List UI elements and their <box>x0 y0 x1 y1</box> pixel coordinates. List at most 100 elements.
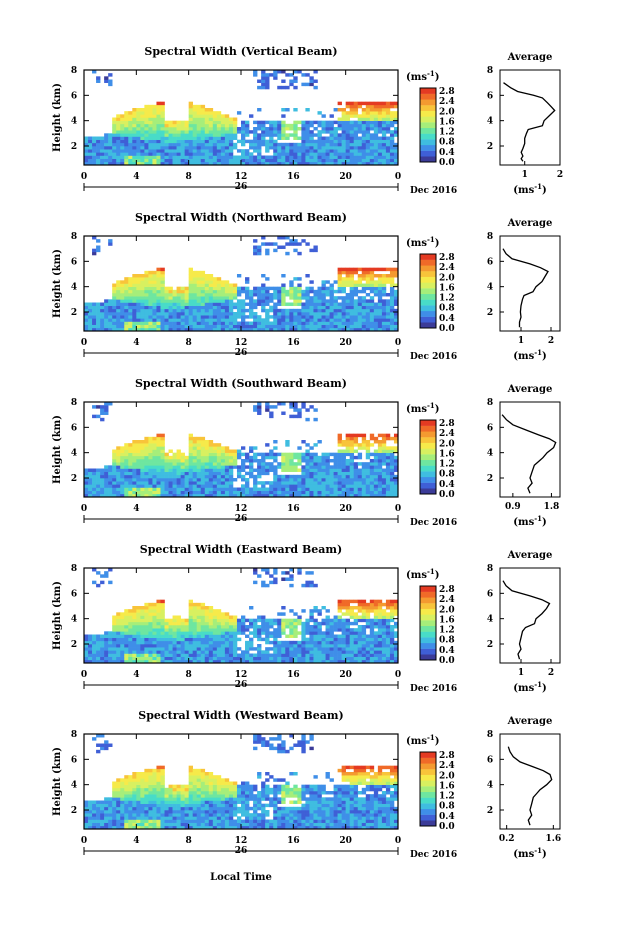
heatmap-cell <box>389 146 395 150</box>
heatmap-cell <box>241 659 246 664</box>
heatmap-cell <box>305 465 310 469</box>
heatmap-cell <box>152 274 157 278</box>
heatmap-cell <box>116 130 121 134</box>
heatmap-cell <box>261 484 266 488</box>
heatmap-cell <box>285 308 290 313</box>
heatmap-cell <box>132 289 137 294</box>
heatmap-cell <box>293 248 298 253</box>
heatmap-cell <box>269 155 274 159</box>
heatmap-cell <box>273 289 278 294</box>
heatmap-cell <box>381 327 387 332</box>
heatmap-cell <box>220 136 226 140</box>
heatmap-cell <box>313 653 318 657</box>
heatmap-cell <box>329 628 334 632</box>
heatmap-cell <box>365 123 371 128</box>
heatmap-cell <box>353 478 359 482</box>
heatmap-cell <box>377 158 383 163</box>
heatmap-cell <box>128 468 133 472</box>
heatmap-cell <box>116 615 121 619</box>
heatmap-cell <box>196 149 202 153</box>
y-axis-label: Height (km) <box>52 249 63 318</box>
heatmap-cell <box>212 114 218 118</box>
heatmap-cell <box>305 637 310 642</box>
heatmap-cell <box>329 152 334 156</box>
heatmap-cell <box>200 136 206 140</box>
heatmap-cell <box>393 324 399 329</box>
heatmap-cell <box>136 302 141 306</box>
heatmap-cell <box>180 628 185 632</box>
heatmap-cell <box>96 484 101 488</box>
profile-y-tick-label: 2 <box>487 474 493 484</box>
heatmap-cell <box>192 625 198 629</box>
heatmap-cell <box>112 302 117 306</box>
heatmap-cell <box>257 296 262 300</box>
heatmap-cell <box>124 653 129 657</box>
heatmap-cell <box>232 637 238 642</box>
heatmap-cell <box>253 139 258 144</box>
heatmap-cell <box>317 490 322 495</box>
heatmap-cell <box>309 628 314 632</box>
heatmap-cell <box>208 277 214 281</box>
heatmap-cell <box>261 452 266 457</box>
heatmap-cell <box>341 443 346 447</box>
heatmap-cell <box>373 120 379 125</box>
heatmap-cell <box>196 312 202 316</box>
heatmap-cell <box>144 462 149 466</box>
heatmap-cell <box>176 644 181 648</box>
heatmap-cell <box>132 656 137 661</box>
heatmap-cell <box>361 286 367 291</box>
heatmap-cell <box>176 324 181 329</box>
heatmap-cell <box>88 640 93 645</box>
heatmap-cell <box>160 133 165 137</box>
heatmap-cell <box>124 481 129 485</box>
heatmap-cell <box>353 634 359 638</box>
heatmap-cell <box>152 653 157 657</box>
heatmap-cell <box>325 130 330 134</box>
heatmap-cell <box>168 481 173 485</box>
heatmap-cell <box>393 120 399 125</box>
heatmap-cell <box>232 283 238 287</box>
heatmap-cell <box>128 609 133 613</box>
heatmap-cell <box>385 302 391 306</box>
heatmap-cell <box>220 446 226 450</box>
heatmap-cell <box>208 321 214 325</box>
heatmap-cell <box>293 158 298 163</box>
heatmap-cell <box>228 468 234 472</box>
heatmap-cell <box>172 133 177 137</box>
heatmap-cell <box>357 152 363 156</box>
heatmap-cell <box>148 625 153 629</box>
heatmap-cell <box>313 631 318 635</box>
heatmap-cell <box>172 152 177 156</box>
heatmap-cell <box>108 647 113 651</box>
heatmap-cell <box>136 628 141 632</box>
heatmap-cell <box>92 251 97 256</box>
heatmap-cell <box>148 305 153 310</box>
heatmap-cell <box>261 127 266 131</box>
heatmap-cell <box>88 142 93 147</box>
heatmap-cell <box>124 139 129 144</box>
colorbar-segment <box>420 454 436 461</box>
heatmap-cell <box>365 452 371 457</box>
heatmap-cell <box>224 142 230 147</box>
heatmap-cell <box>281 120 286 125</box>
heatmap-cell <box>333 146 338 150</box>
heatmap-cell <box>369 462 375 466</box>
heatmap-cell <box>269 299 274 303</box>
heatmap-cell <box>245 650 250 654</box>
heatmap-cell <box>245 653 250 657</box>
heatmap-cell <box>116 468 121 472</box>
heatmap-cell <box>333 139 338 144</box>
heatmap-cell <box>269 656 274 661</box>
heatmap-cell <box>228 127 234 131</box>
heatmap-cell <box>132 312 137 316</box>
heatmap-cell <box>132 130 137 134</box>
heatmap-cell <box>349 656 355 661</box>
heatmap-cell <box>124 628 129 632</box>
heatmap-cell <box>144 133 149 137</box>
heatmap-cell <box>285 289 290 294</box>
heatmap-cell <box>112 487 117 491</box>
heatmap-cell <box>353 455 359 460</box>
heatmap-cell <box>136 455 141 460</box>
heatmap-cell <box>168 468 173 472</box>
heatmap-cell <box>124 625 129 629</box>
